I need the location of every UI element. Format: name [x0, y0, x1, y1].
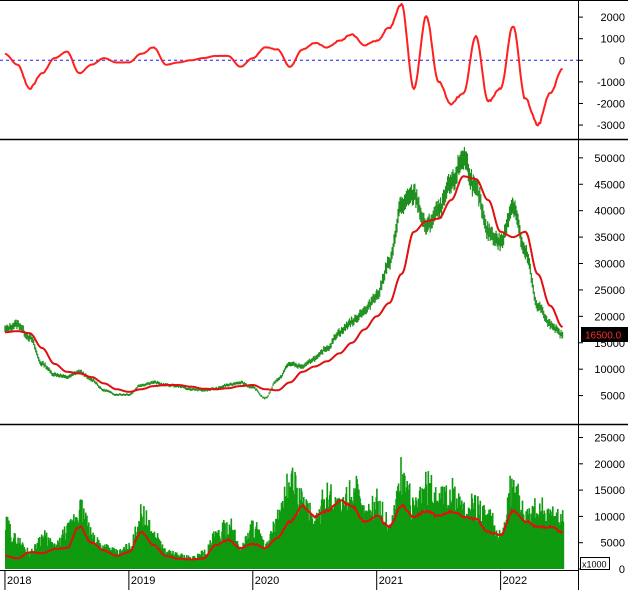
price-y-tick-label: 30000: [594, 259, 625, 271]
price-y-tick-label: 45000: [594, 179, 625, 191]
price-moving-average-line: [5, 175, 563, 393]
volume-y-tick-label: 0: [619, 564, 625, 576]
last-price-badge-bg: [581, 327, 628, 342]
volume-unit-label: x1000: [582, 560, 607, 570]
last-price-badge: 16500.0: [581, 327, 628, 342]
last-price-label: 16500.0: [585, 331, 622, 342]
oscillator-y-tick-label: 1000: [601, 34, 625, 46]
volume-y-tick-label: 25000: [594, 433, 625, 445]
volume-bar: [562, 521, 565, 569]
oscillator-y-tick-label: 2000: [601, 12, 625, 24]
price-y-tick-label: 35000: [594, 232, 625, 244]
year-label: 2021: [379, 575, 403, 587]
volume-y-tick-label: 10000: [594, 511, 625, 523]
volume-y-tick-label: 5000: [601, 538, 625, 550]
oscillator-panel: [0, 2, 578, 127]
oscillator-y-tick-label: 0: [619, 55, 625, 67]
price-y-tick-label: 5000: [601, 391, 625, 403]
volume-moving-average-line: [4, 499, 563, 561]
oscillator-y-tick-label: -2000: [597, 99, 625, 111]
year-label: 2022: [503, 575, 527, 587]
price-y-tick-label: 25000: [594, 285, 625, 297]
volume-y-tick-label: 15000: [594, 485, 625, 497]
volume-panel: [4, 457, 565, 569]
price-y-tick-label: 10000: [594, 364, 625, 376]
year-label: 2019: [131, 575, 155, 587]
axis-labels: 200010000-1000-2000-30005000045000400003…: [4, 12, 625, 590]
year-label: 2018: [7, 575, 31, 587]
volume-unit-badge: x1000: [580, 557, 610, 570]
oscillator-line: [4, 2, 563, 127]
price-y-tick-label: 20000: [594, 311, 625, 323]
volume-y-tick-label: 20000: [594, 459, 625, 471]
price-y-tick-label: 50000: [594, 153, 625, 165]
price-panel: [4, 147, 564, 400]
oscillator-y-tick-label: -1000: [597, 77, 625, 89]
oscillator-y-tick-label: -3000: [597, 120, 625, 132]
year-label: 2020: [255, 575, 279, 587]
price-y-tick-label: 40000: [594, 206, 625, 218]
volume-unit-badge-box: [580, 557, 610, 570]
